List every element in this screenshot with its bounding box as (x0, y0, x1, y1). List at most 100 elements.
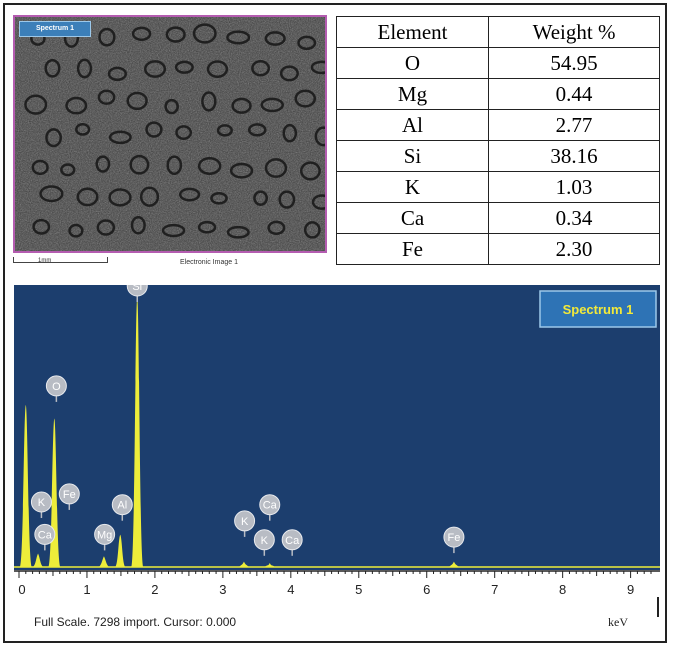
peak-label-text: K (261, 535, 269, 547)
surface-pit (282, 123, 298, 143)
peak-label-fe: Fe (58, 483, 80, 510)
surface-pit (264, 158, 288, 178)
scale-label: 1mm (38, 258, 52, 264)
surface-pit (314, 126, 325, 147)
peak-label-circle (45, 375, 67, 397)
surface-pit (161, 223, 186, 238)
surface-pit (126, 91, 148, 111)
x-tick-label: 9 (627, 582, 634, 597)
surface-pit (226, 225, 250, 239)
x-tick-label: 7 (491, 582, 498, 597)
surface-pit (96, 219, 116, 236)
x-tick-label: 4 (287, 582, 294, 597)
column-header-weight: Weight % (488, 16, 660, 48)
surface-pit (98, 27, 116, 47)
surface-pit (32, 218, 51, 235)
surface-pit (24, 94, 48, 115)
surface-pit (166, 155, 183, 176)
peak-label-circle (58, 483, 80, 505)
spectrum-peak (131, 297, 144, 567)
spectrum-peak (115, 534, 126, 567)
peak-label-ca: Ca (281, 529, 303, 556)
peak-label-al: Al (111, 494, 133, 521)
table-row: K 1.03 (336, 171, 660, 203)
peak-labels-layer: Si O K Fe Ca Mg Al K Ca K Ca Fe (30, 285, 465, 556)
surface-pit (226, 30, 251, 45)
element-cell: K (336, 171, 489, 203)
table-header-row: Element Weight % (336, 16, 660, 48)
x-tick-label: 2 (151, 582, 158, 597)
surface-pit (45, 128, 63, 148)
table-row: Al 2.77 (336, 109, 660, 141)
element-cell: Fe (336, 233, 489, 265)
peak-label-circle (443, 526, 465, 548)
element-cell: Si (336, 140, 489, 172)
peak-label-text: Fe (63, 489, 76, 501)
surface-pit (31, 159, 49, 176)
surface-pit (311, 194, 325, 210)
surface-pit (108, 188, 132, 207)
weight-cell: 38.16 (488, 140, 660, 172)
surface-pit (300, 161, 321, 181)
eds-spectrum-chart: 0 1 2 3 4 5 6 7 8 9 Si O K Fe Ca Mg Al K Ca K Ca Fe Spectrum… (14, 285, 660, 635)
surface-pit (297, 35, 317, 51)
x-tick-label: 3 (219, 582, 226, 597)
surface-pit (76, 58, 93, 79)
weight-cell: 2.30 (488, 233, 660, 265)
spectrum-peak (98, 556, 109, 567)
peak-label-circle (34, 523, 56, 545)
peak-label-circle (126, 285, 148, 297)
peak-label-k: K (234, 510, 256, 537)
micrograph-caption: Electronic Image 1 (180, 259, 238, 266)
x-tick-label: 5 (355, 582, 362, 597)
weight-cell: 0.44 (488, 78, 660, 110)
peak-label-k: K (253, 529, 275, 556)
surface-pit (216, 124, 233, 137)
surface-pit (175, 125, 193, 140)
spectrum-footer: Full Scale. 7298 import. Cursor: 0.000 (34, 615, 236, 629)
spectrum-peak (33, 553, 44, 567)
element-cell: Mg (336, 78, 489, 110)
weight-cell: 0.34 (488, 202, 660, 234)
table-row: Fe 2.30 (336, 233, 660, 265)
surface-pit (260, 97, 284, 113)
table-row: Si 38.16 (336, 140, 660, 172)
surface-pit (165, 26, 186, 43)
surface-pit (76, 187, 99, 207)
micrograph-texture (15, 17, 325, 251)
peak-label-o: O (45, 375, 67, 402)
surface-pit (247, 123, 267, 137)
peak-label-text: Al (117, 500, 127, 512)
surface-pit (75, 123, 91, 136)
peak-label-text: O (52, 381, 61, 393)
surface-pit (129, 154, 150, 175)
footer-area (14, 570, 660, 635)
peak-label-text: Ca (38, 529, 53, 541)
peak-label-si: Si (126, 285, 148, 302)
surface-pit (229, 162, 254, 179)
peak-label-fe: Fe (443, 526, 465, 554)
peak-label-text: Ca (285, 535, 300, 547)
spectrum-peak (448, 561, 459, 567)
surface-pit (192, 23, 217, 44)
surface-pit (279, 65, 299, 82)
figure-frame (3, 3, 667, 643)
surface-pit (278, 190, 296, 209)
surface-pit (206, 60, 229, 78)
surface-pit (164, 98, 179, 115)
peak-label-text: Ca (263, 500, 278, 512)
legend-label: Spectrum 1 (563, 302, 634, 317)
peak-label-circle (234, 510, 256, 532)
surface-pit (39, 185, 64, 203)
surface-pit (97, 89, 116, 105)
peaks-layer (14, 297, 660, 568)
peak-label-circle (259, 494, 281, 516)
composition-table: Element Weight % O 54.95 Mg 0.44 Al 2.77 Si… (336, 16, 660, 265)
peak-label-circle (30, 491, 52, 513)
column-header-element: Element (336, 16, 489, 48)
peak-label-mg: Mg (94, 523, 116, 551)
surface-pit (139, 186, 160, 207)
peak-label-circle (111, 494, 133, 516)
surface-pit (108, 130, 132, 145)
sem-micrograph: Spectrum 1 (13, 15, 327, 253)
